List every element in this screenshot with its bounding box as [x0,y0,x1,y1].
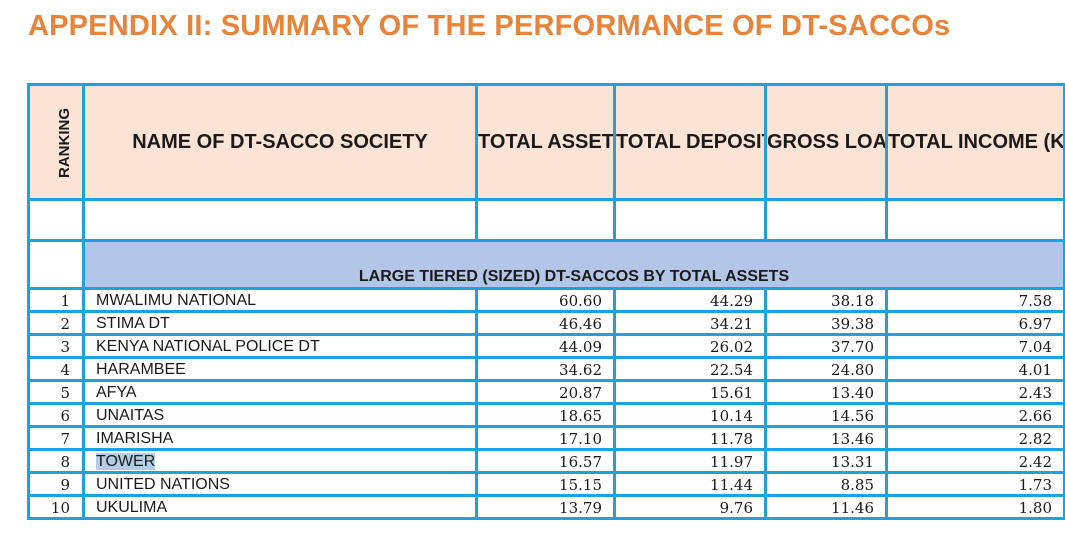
section-rank-cell [27,239,85,290]
gross-loans-cell: 14.56 [764,402,888,428]
rank-cell: 5 [27,379,85,405]
total-deposits-cell: 44.29 [613,287,767,313]
blank-row [27,198,1065,242]
rank-cell: 8 [27,448,85,474]
total-income-cell: 1.73 [885,471,1065,497]
gross-loans-cell: 38.18 [764,287,888,313]
total-income-cell: 7.58 [885,287,1065,313]
total-income-cell: 1.80 [885,494,1065,520]
total-deposits-cell: 9.76 [613,494,767,520]
table-row[interactable]: 7 IMARISHA 17.10 11.78 13.46 2.82 [27,425,1065,451]
total-income-cell: 2.82 [885,425,1065,451]
total-assets-cell: 34.62 [475,356,616,382]
gross-loans-cell: 13.40 [764,379,888,405]
header-gross-loans: GROSS LOANS (Kshs B) [764,83,888,201]
total-income-cell: 2.66 [885,402,1065,428]
society-name-cell: STIMA DT [82,310,478,336]
total-deposits-cell: 11.97 [613,448,767,474]
gross-loans-cell: 24.80 [764,356,888,382]
blank-cell [475,198,616,242]
total-income-cell: 2.43 [885,379,1065,405]
section-row: LARGE TIERED (SIZED) DT-SACCOS BY TOTAL … [27,239,1065,290]
table-row[interactable]: 10 UKULIMA 13.79 9.76 11.46 1.80 [27,494,1065,520]
total-deposits-cell: 10.14 [613,402,767,428]
table-row[interactable]: 5 AFYA 20.87 15.61 13.40 2.43 [27,379,1065,405]
rank-cell: 2 [27,310,85,336]
table-row[interactable]: 4 HARAMBEE 34.62 22.54 24.80 4.01 [27,356,1065,382]
blank-cell [82,198,478,242]
society-name-cell: HARAMBEE [82,356,478,382]
total-income-cell: 2.42 [885,448,1065,474]
rank-cell: 6 [27,402,85,428]
rank-cell: 10 [27,494,85,520]
rank-cell: 4 [27,356,85,382]
total-deposits-cell: 11.78 [613,425,767,451]
table-row[interactable]: 6 UNAITAS 18.65 10.14 14.56 2.66 [27,402,1065,428]
rank-cell: 9 [27,471,85,497]
total-income-cell: 4.01 [885,356,1065,382]
gross-loans-cell: 11.46 [764,494,888,520]
society-name-cell: UKULIMA [82,494,478,520]
header-total-deposits: TOTAL DEPOSITS (Kshs B) [613,83,767,201]
rank-cell: 7 [27,425,85,451]
header-total-income: TOTAL INCOME (Kshs B)) [885,83,1065,201]
total-deposits-cell: 34.21 [613,310,767,336]
total-income-cell: 6.97 [885,310,1065,336]
gross-loans-cell: 13.31 [764,448,888,474]
section-title: LARGE TIERED (SIZED) DT-SACCOS BY TOTAL … [82,239,1065,290]
page-title: APPENDIX II: SUMMARY OF THE PERFORMANCE … [28,10,951,42]
rank-cell: 3 [27,333,85,359]
total-assets-cell: 16.57 [475,448,616,474]
gross-loans-cell: 13.46 [764,425,888,451]
total-assets-cell: 13.79 [475,494,616,520]
gross-loans-cell: 39.38 [764,310,888,336]
header-total-assets: TOTAL ASSETS (Kshs B) [475,83,616,201]
total-deposits-cell: 26.02 [613,333,767,359]
total-assets-cell: 46.46 [475,310,616,336]
header-ranking: RANKING [27,83,85,201]
header-name: NAME OF DT-SACCO SOCIETY [82,83,478,201]
society-name-cell: IMARISHA [82,425,478,451]
society-name-cell: UNAITAS [82,402,478,428]
rank-cell: 1 [27,287,85,313]
society-name-cell: UNITED NATIONS [82,471,478,497]
total-assets-cell: 60.60 [475,287,616,313]
gross-loans-cell: 37.70 [764,333,888,359]
total-income-cell: 7.04 [885,333,1065,359]
society-name-cell: KENYA NATIONAL POLICE DT [82,333,478,359]
total-assets-cell: 44.09 [475,333,616,359]
table-row[interactable]: 2 STIMA DT 46.46 34.21 39.38 6.97 [27,310,1065,336]
society-name-cell: AFYA [82,379,478,405]
selected-text-highlight[interactable]: TOWER [96,453,156,470]
total-assets-cell: 17.10 [475,425,616,451]
total-assets-cell: 18.65 [475,402,616,428]
table-row[interactable]: 8 TOWER 16.57 11.97 13.31 2.42 [27,448,1065,474]
society-name-cell: TOWER [82,448,478,474]
table-row[interactable]: 9 UNITED NATIONS 15.15 11.44 8.85 1.73 [27,471,1065,497]
table-row[interactable]: 3 KENYA NATIONAL POLICE DT 44.09 26.02 37.70… [27,333,1065,359]
blank-cell [764,198,888,242]
performance-table: RANKING NAME OF DT-SACCO SOCIETY TOTAL A… [27,83,1065,520]
gross-loans-cell: 8.85 [764,471,888,497]
society-name-cell: MWALIMU NATIONAL [82,287,478,313]
total-deposits-cell: 15.61 [613,379,767,405]
total-deposits-cell: 22.54 [613,356,767,382]
total-deposits-cell: 11.44 [613,471,767,497]
blank-cell [613,198,767,242]
blank-cell [27,198,85,242]
blank-cell [885,198,1065,242]
header-row: RANKING NAME OF DT-SACCO SOCIETY TOTAL A… [27,83,1065,201]
header-ranking-label: RANKING [56,108,73,178]
total-assets-cell: 15.15 [475,471,616,497]
total-assets-cell: 20.87 [475,379,616,405]
table-row[interactable]: 1 MWALIMU NATIONAL 60.60 44.29 38.18 7.58 [27,287,1065,313]
